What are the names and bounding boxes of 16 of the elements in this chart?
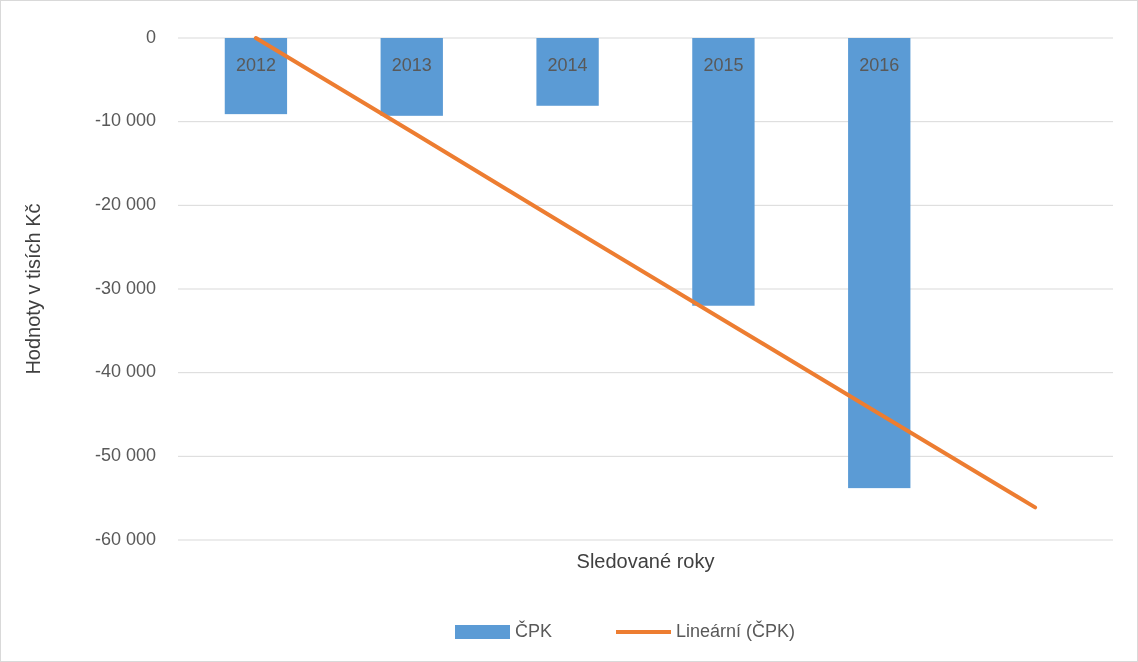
- x-tick-label: 2016: [859, 55, 900, 75]
- y-tick-label: -40 000: [94, 361, 156, 382]
- y-tick-label: -20 000: [94, 194, 156, 215]
- y-tick-label: -60 000: [94, 528, 156, 549]
- y-tick-label: -10 000: [94, 110, 156, 131]
- x-tick-label: 2013: [391, 55, 432, 75]
- x-axis-title: Sledované roky: [576, 550, 715, 572]
- x-tick-label: 2012: [235, 55, 276, 75]
- y-axis-title: Hodnoty v tisích Kč: [22, 203, 44, 375]
- y-tick-label: 0: [145, 26, 156, 47]
- legend-label: ČPK: [515, 619, 553, 641]
- x-tick-label: 2014: [547, 55, 588, 75]
- y-tick-label: -30 000: [94, 277, 156, 298]
- legend-label: Lineární (ČPK): [676, 619, 796, 641]
- y-tick-label: -50 000: [94, 445, 156, 466]
- x-tick-label: 2015: [703, 55, 744, 75]
